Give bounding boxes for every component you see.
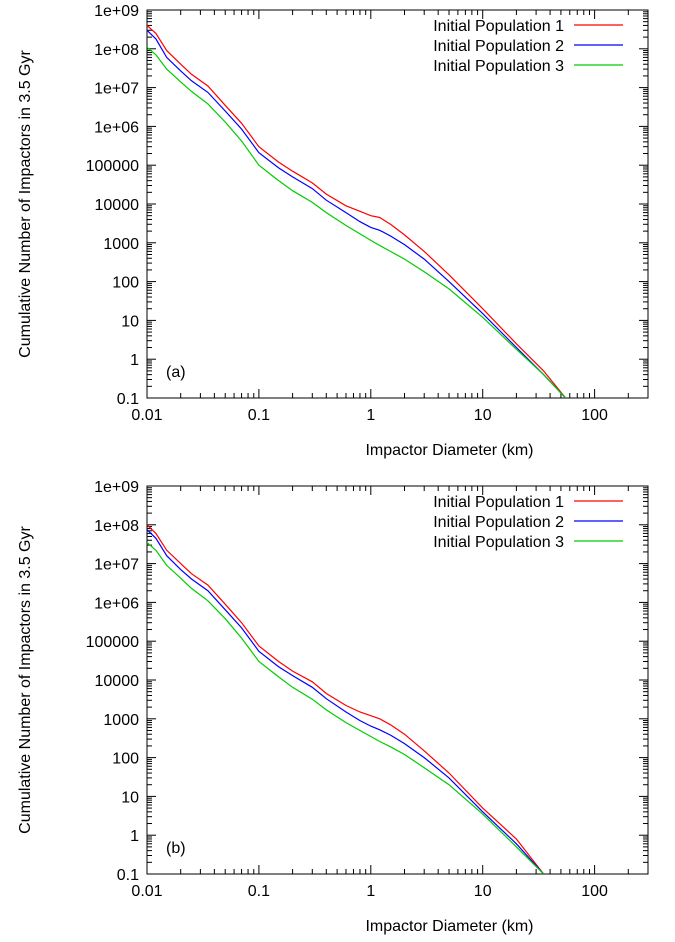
legend-entry-label: Initial Population 2	[433, 514, 564, 531]
y-tick-label: 1e+06	[94, 119, 139, 136]
x-tick-label: 1	[366, 407, 375, 424]
chart-panel-b: 0.1 1 10 100 1000 10000 100000 1e+06 1e+07 1e+08 1…	[17, 479, 649, 935]
y-tick-label: 1e+07	[94, 557, 139, 574]
x-tick-label: 100	[581, 407, 608, 424]
y-tick-label: 100	[112, 751, 139, 768]
chart-panel-a: 0.1 1 10 100 1000 10000 100000 1e+06 1e+07 1e+08 1…	[17, 3, 649, 459]
legend-entry-label: Initial Population 1	[433, 18, 564, 35]
x-tick-label: 10	[474, 407, 492, 424]
legend-entry-label: Initial Population 3	[433, 534, 564, 551]
y-tick-label: 1e+09	[94, 479, 139, 496]
legend-entry-label: Initial Population 2	[433, 38, 564, 55]
x-tick-label: 10	[474, 883, 492, 900]
series-line-3	[147, 46, 567, 398]
x-tick-label: 0.01	[131, 883, 162, 900]
panel-annotation: (b)	[166, 840, 186, 857]
y-tick-label: 100	[112, 275, 139, 292]
x-axis-label: Impactor Diameter (km)	[365, 442, 533, 459]
legend-entry-label: Initial Population 3	[433, 58, 564, 75]
y-tick-label: 10	[121, 313, 139, 330]
y-tick-label: 0.1	[117, 867, 139, 884]
y-tick-label: 100000	[86, 634, 139, 651]
y-tick-label: 1e+08	[94, 42, 139, 59]
y-tick-label: 1e+06	[94, 595, 139, 612]
y-tick-label: 1	[130, 828, 139, 845]
series-line-3	[147, 542, 545, 874]
x-tick-label: 100	[581, 883, 608, 900]
y-tick-label: 10000	[95, 197, 140, 214]
y-tick-label: 100000	[86, 158, 139, 175]
legend-entry-label: Initial Population 1	[433, 494, 564, 511]
plot-frame	[146, 9, 649, 399]
y-tick-label: 1e+07	[94, 81, 139, 98]
x-tick-label: 0.1	[248, 407, 270, 424]
y-tick-label: 1	[130, 352, 139, 369]
x-tick-label: 1	[366, 883, 375, 900]
x-axis-label: Impactor Diameter (km)	[365, 918, 533, 935]
y-tick-label: 1000	[103, 712, 139, 729]
y-tick-label: 1e+08	[94, 518, 139, 535]
panel-annotation: (a)	[166, 364, 186, 381]
y-tick-label: 10	[121, 789, 139, 806]
y-tick-label: 10000	[95, 673, 140, 690]
y-tick-label: 1000	[103, 236, 139, 253]
x-tick-label: 0.01	[131, 407, 162, 424]
series-line-1	[147, 524, 545, 874]
y-tick-label: 1e+09	[94, 3, 139, 20]
series-line-2	[147, 29, 567, 398]
x-tick-label: 0.1	[248, 883, 270, 900]
series-line-2	[147, 529, 545, 874]
y-tick-label: 0.1	[117, 391, 139, 408]
y-axis-label: Cumulative Number of Impactors in 3.5 Gy…	[17, 526, 34, 834]
series-line-1	[147, 24, 567, 398]
y-axis-label: Cumulative Number of Impactors in 3.5 Gy…	[17, 50, 34, 358]
plot-frame	[146, 485, 649, 875]
